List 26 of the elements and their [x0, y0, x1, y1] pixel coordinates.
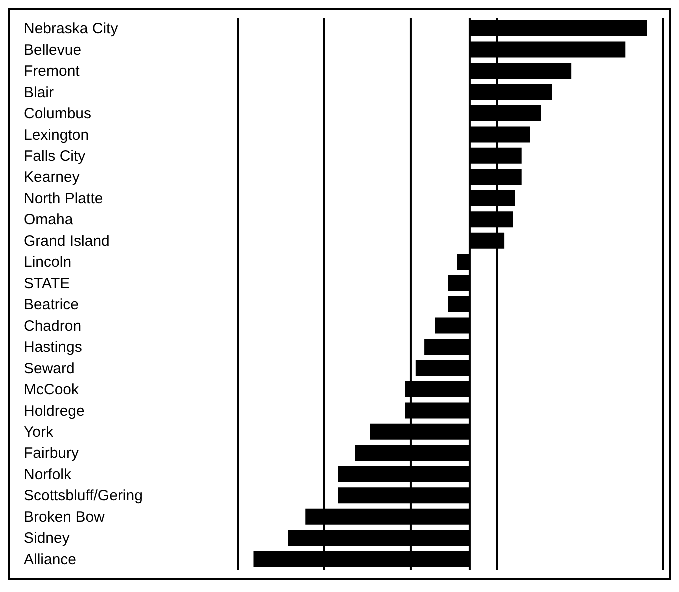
y-tick-label: STATE [24, 275, 70, 292]
y-tick-label: Lexington [24, 126, 90, 144]
y-tick-label: Columbus [24, 106, 92, 123]
y-tick-label: Holdrege [24, 402, 85, 420]
y-tick-label: McCook [24, 382, 80, 399]
y-tick-label: Chadron [24, 318, 82, 335]
y-tick-label: Lincoln [24, 254, 72, 272]
y-tick-label: York [24, 424, 54, 441]
y-tick-label: Norfolk [24, 466, 72, 484]
y-tick-label: Omaha [24, 212, 74, 229]
y-tick-label: Grand Island [24, 232, 110, 250]
y-tick-label: Fremont [24, 63, 81, 80]
y-tick-label: Scottsbluff/Gering [24, 488, 143, 505]
y-tick-label: Beatrice [24, 296, 80, 314]
y-tick-label: Seward [24, 360, 75, 378]
y-tick-label: Broken Bow [24, 508, 106, 526]
y-tick-label: Sidney [24, 530, 70, 548]
y-tick-label: Bellevue [24, 42, 82, 59]
y-tick-label: Falls City [24, 148, 86, 165]
y-tick-label: Kearney [24, 169, 80, 186]
y-tick-label: North Platte [24, 190, 104, 208]
y-tick-label: Alliance [24, 551, 77, 568]
y-tick-label: Fairbury [24, 445, 80, 462]
y-tick-label: Hastings [24, 339, 82, 356]
y-tick-label: Blair [24, 84, 54, 102]
y-tick-label: Nebraska City [24, 20, 119, 38]
